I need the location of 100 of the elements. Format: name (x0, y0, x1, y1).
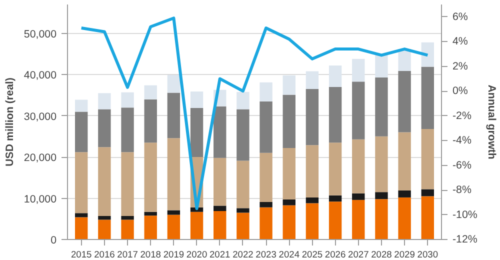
bar (214, 158, 226, 206)
bar (375, 54, 388, 78)
bar (328, 142, 342, 196)
bar (214, 206, 226, 212)
x-tick-label: 2020 (186, 250, 208, 260)
y2-tick-label: 2% (452, 60, 468, 72)
bar (167, 75, 180, 93)
bar (75, 213, 88, 218)
bar (190, 108, 204, 158)
y2-axis-title: Annual growth (485, 84, 498, 160)
y2-tick-label: -6% (452, 159, 472, 172)
bar (144, 216, 157, 240)
bar (236, 160, 250, 208)
x-tick-label: 2030 (417, 250, 438, 260)
bar (328, 202, 342, 240)
x-tick-label: 2024 (278, 250, 300, 260)
bar (98, 109, 111, 148)
y2-tick-label: -12% (452, 234, 478, 246)
bar (398, 190, 411, 198)
x-tick-label: 2027 (348, 250, 369, 260)
bar (98, 216, 111, 220)
y2-tick-label: -10% (452, 208, 478, 221)
bar (167, 210, 180, 215)
bar (75, 152, 88, 214)
x-tick-label: 2018 (140, 250, 161, 260)
bar (306, 203, 319, 240)
bar (282, 205, 296, 240)
bar (375, 192, 388, 200)
line-series (80, 16, 430, 210)
bar (121, 216, 134, 220)
bar (306, 71, 319, 90)
bar (98, 147, 111, 216)
bar (121, 92, 134, 108)
y2-tick-label: -8% (452, 184, 472, 196)
bar (98, 220, 111, 240)
bar (214, 211, 226, 240)
bar (144, 212, 157, 216)
bar (352, 200, 365, 240)
y-tick-label: 30,000 (24, 110, 57, 123)
x-tick-label: 2025 (302, 250, 323, 260)
bar (98, 93, 111, 110)
bar (306, 145, 319, 198)
bar (328, 66, 342, 87)
bar (328, 195, 342, 202)
bar (282, 148, 296, 200)
bar (375, 199, 388, 240)
bar (75, 112, 88, 152)
x-tick-label: 2017 (117, 250, 138, 260)
bar (260, 152, 272, 202)
bar (282, 94, 296, 148)
bar (236, 92, 250, 110)
bar (190, 212, 204, 240)
bar (214, 106, 226, 158)
bar (421, 196, 434, 240)
y2-tick-label: 0% (452, 85, 468, 98)
x-tick-label: 2015 (70, 250, 92, 260)
y-tick-label: 10,000 (24, 193, 57, 206)
y-tick-label: 20,000 (24, 152, 57, 164)
bar (190, 91, 204, 108)
bar (260, 207, 272, 240)
bar (236, 109, 250, 161)
bar (328, 86, 342, 143)
bar (121, 220, 134, 240)
bar (398, 132, 411, 190)
bar (121, 108, 134, 152)
bar (75, 100, 88, 112)
x-tick-label: 2028 (371, 250, 392, 260)
bar (167, 138, 180, 210)
bar (144, 142, 157, 212)
y-tick-label: 40,000 (24, 70, 57, 82)
bar (236, 212, 250, 240)
bar (398, 197, 411, 240)
bar (421, 66, 434, 130)
x-tick-label: 2021 (209, 250, 230, 260)
y-tick-label: 0 (50, 234, 57, 246)
bar (375, 136, 388, 192)
y2-tick-label: 6% (452, 10, 468, 23)
bar (421, 189, 434, 196)
y2-tick-label: -2% (452, 110, 472, 122)
bar (306, 197, 319, 204)
x-tick-label: 2016 (94, 250, 115, 260)
bar (260, 82, 272, 102)
x-tick-label: 2026 (324, 250, 346, 260)
bar (352, 139, 365, 194)
bar (260, 202, 272, 208)
bar (421, 129, 434, 190)
bar (167, 92, 180, 138)
bar (167, 214, 180, 240)
bar (282, 200, 296, 206)
y-tick-label: 50,000 (24, 28, 57, 40)
bar (144, 85, 157, 100)
x-tick-label: 2029 (394, 250, 415, 260)
y-axis-title: USD million (real) (4, 77, 16, 166)
x-tick-label: 2019 (163, 250, 184, 260)
x-tick-label: 2022 (232, 250, 254, 260)
bar (75, 217, 88, 240)
bar (282, 75, 296, 95)
bar (121, 152, 134, 216)
bar (352, 82, 365, 140)
bar (375, 77, 388, 136)
